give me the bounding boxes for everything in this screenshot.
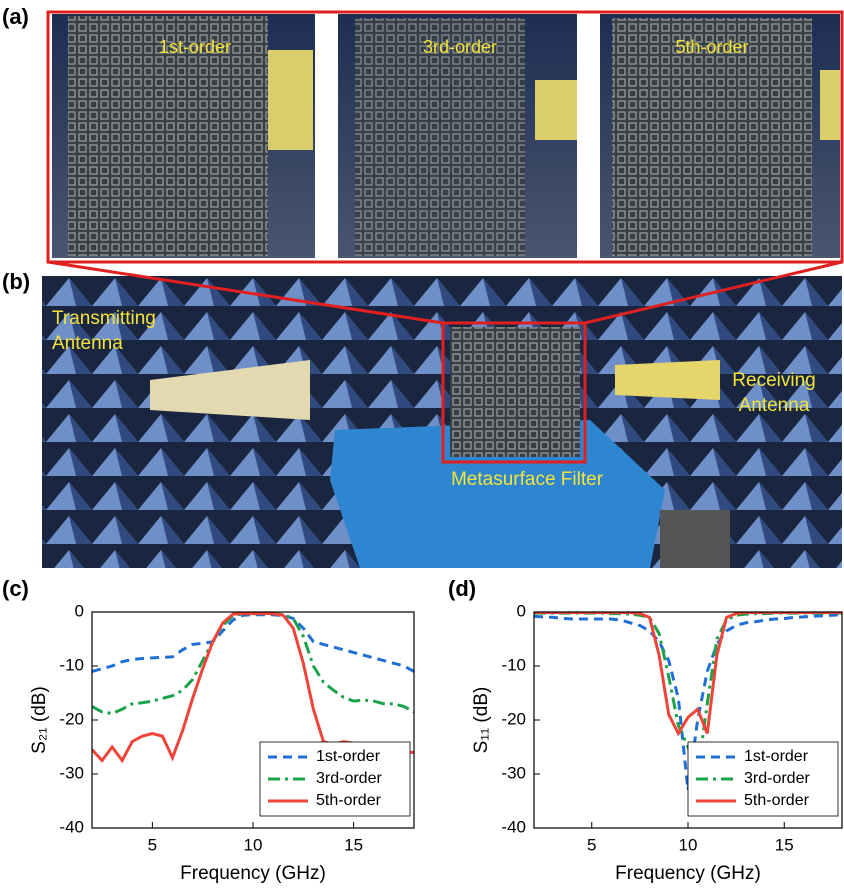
panel-label: (a) xyxy=(2,4,29,29)
series-line xyxy=(92,613,414,673)
plot-frame xyxy=(533,611,843,829)
y-tick-label: -40 xyxy=(59,817,84,836)
panel-label: (d) xyxy=(448,576,476,601)
panel-label: (b) xyxy=(2,269,30,294)
x-tick-label: 10 xyxy=(244,835,263,854)
y-tick-label: 0 xyxy=(517,601,526,620)
legend-label: 3rd-order xyxy=(316,770,382,787)
y-tick-label: 0 xyxy=(75,601,84,620)
series-line xyxy=(534,613,842,791)
x-axis-label: Frequency (GHz) xyxy=(180,863,326,884)
y-tick-label: -10 xyxy=(501,655,526,674)
photo-3rd xyxy=(338,14,577,258)
photo-label: 5th-order xyxy=(675,37,748,57)
y-tick-label: -10 xyxy=(59,655,84,674)
photo-1st xyxy=(52,14,315,258)
annotation: Transmitting Antenna xyxy=(52,308,156,354)
series-line xyxy=(534,612,842,737)
legend-label: 5th-order xyxy=(744,792,810,809)
photo-label: 1st-order xyxy=(159,37,231,57)
y-tick-label: -20 xyxy=(501,709,526,728)
zoom-line xyxy=(47,260,444,325)
photo-5th xyxy=(600,14,840,258)
x-tick-label: 15 xyxy=(344,835,363,854)
x-tick-label: 15 xyxy=(775,835,794,854)
zoom-line xyxy=(584,260,843,325)
x-axis-label: Frequency (GHz) xyxy=(615,863,761,884)
y-tick-label: -30 xyxy=(501,763,526,782)
y-tick-label: -20 xyxy=(59,709,84,728)
legend-label: 1st-order xyxy=(744,748,809,765)
y-tick-label: -40 xyxy=(501,817,526,836)
photo-label: 3rd-order xyxy=(423,37,497,57)
legend-label: 3rd-order xyxy=(744,770,810,787)
annotation: Receiving Antenna xyxy=(732,370,816,416)
annotation: Metasurface Filter xyxy=(451,469,604,490)
legend-label: 1st-order xyxy=(316,748,381,765)
x-tick-label: 10 xyxy=(679,835,698,854)
series-line xyxy=(92,612,414,765)
series-line xyxy=(92,612,414,716)
y-tick-label: -30 xyxy=(59,763,84,782)
plot-frame xyxy=(91,611,415,829)
zoom-frame xyxy=(46,10,844,264)
panel-label: (c) xyxy=(2,576,29,601)
filter-box xyxy=(441,321,587,464)
x-tick-label: 5 xyxy=(148,835,157,854)
legend-label: 5th-order xyxy=(316,792,382,809)
y-axis-label: S₂₁ (dB) xyxy=(29,686,50,754)
y-axis-label: S₁₁ (dB) xyxy=(471,687,492,754)
x-tick-label: 5 xyxy=(587,835,596,854)
